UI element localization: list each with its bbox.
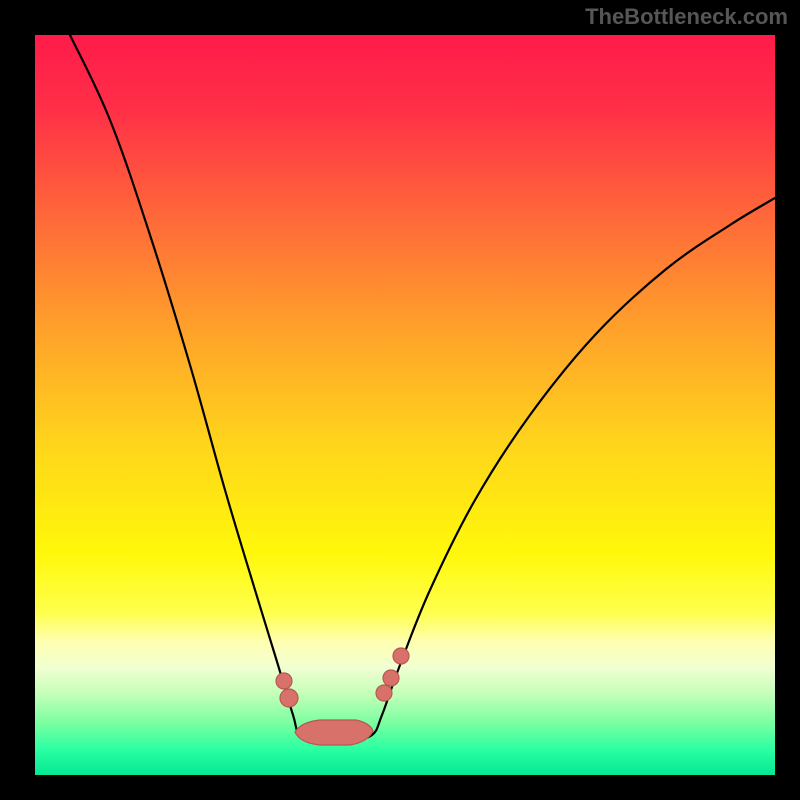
valley-blob xyxy=(295,720,373,745)
chart-svg xyxy=(0,0,800,800)
data-dot xyxy=(280,689,298,707)
data-dot xyxy=(383,670,399,686)
data-dot xyxy=(376,685,392,701)
watermark-text: TheBottleneck.com xyxy=(585,4,788,30)
chart-stage: TheBottleneck.com xyxy=(0,0,800,800)
data-dot xyxy=(393,648,409,664)
plot-area xyxy=(35,35,775,775)
data-dot xyxy=(276,673,292,689)
